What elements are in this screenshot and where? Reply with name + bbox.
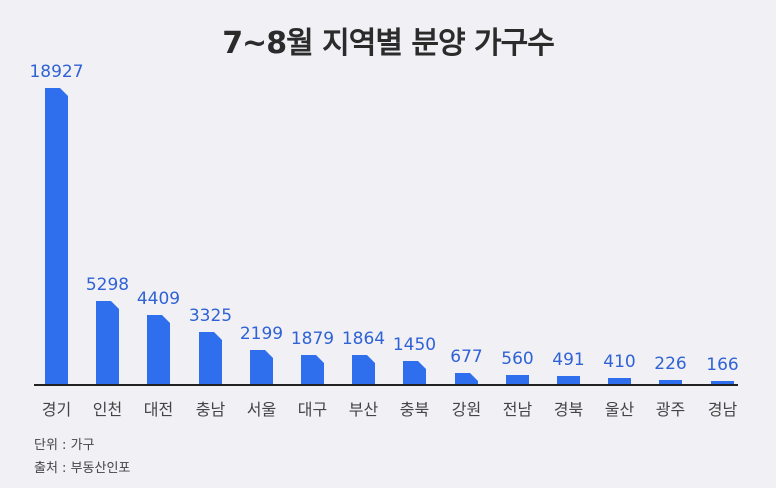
value-label: 5298 [85, 275, 130, 295]
category-label: 강원 [451, 400, 482, 419]
value-label: 18927 [29, 62, 84, 82]
category-label: 부산 [348, 400, 379, 419]
bar-8 [455, 373, 478, 384]
bar-2 [147, 315, 170, 384]
value-label: 560 [501, 349, 534, 369]
category-label: 대구 [297, 400, 328, 419]
category-label: 충북 [399, 400, 430, 419]
bar-3 [199, 332, 222, 384]
bar-4 [250, 350, 273, 384]
source-note: 출처 : 부동산인포 [34, 461, 131, 476]
category-label: 울산 [604, 400, 635, 419]
category-label: 대전 [143, 400, 174, 419]
value-label: 166 [706, 355, 739, 375]
value-label: 226 [654, 354, 687, 374]
bar-13 [711, 381, 734, 384]
value-label: 677 [450, 347, 483, 367]
bar-12 [659, 380, 682, 384]
category-label: 광주 [655, 400, 686, 419]
x-axis-line [34, 384, 738, 386]
bar-10 [557, 376, 580, 384]
bar-6 [352, 355, 375, 384]
category-label: 경남 [707, 400, 738, 419]
category-label: 전남 [502, 400, 533, 419]
value-label: 491 [552, 350, 585, 370]
value-label: 1879 [290, 329, 335, 349]
value-label: 1864 [341, 329, 386, 349]
value-label: 3325 [188, 306, 233, 326]
value-label: 2199 [239, 324, 284, 344]
category-label: 서울 [246, 400, 277, 419]
category-label: 경북 [553, 400, 584, 419]
chart-title: 7~8월 지역별 분양 가구수 [222, 26, 555, 61]
category-label: 경기 [41, 400, 72, 419]
bar-11 [608, 378, 631, 384]
bar-7 [403, 361, 426, 384]
category-label: 충남 [195, 400, 226, 419]
value-label: 1450 [392, 335, 437, 355]
unit-note: 단위 : 가구 [34, 438, 95, 453]
value-label: 410 [603, 352, 636, 372]
value-label: 4409 [136, 289, 181, 309]
bar-1 [96, 301, 119, 384]
category-label: 인천 [92, 400, 123, 419]
bar-0 [45, 88, 68, 384]
bar-5 [301, 355, 324, 384]
bar-9 [506, 375, 529, 384]
